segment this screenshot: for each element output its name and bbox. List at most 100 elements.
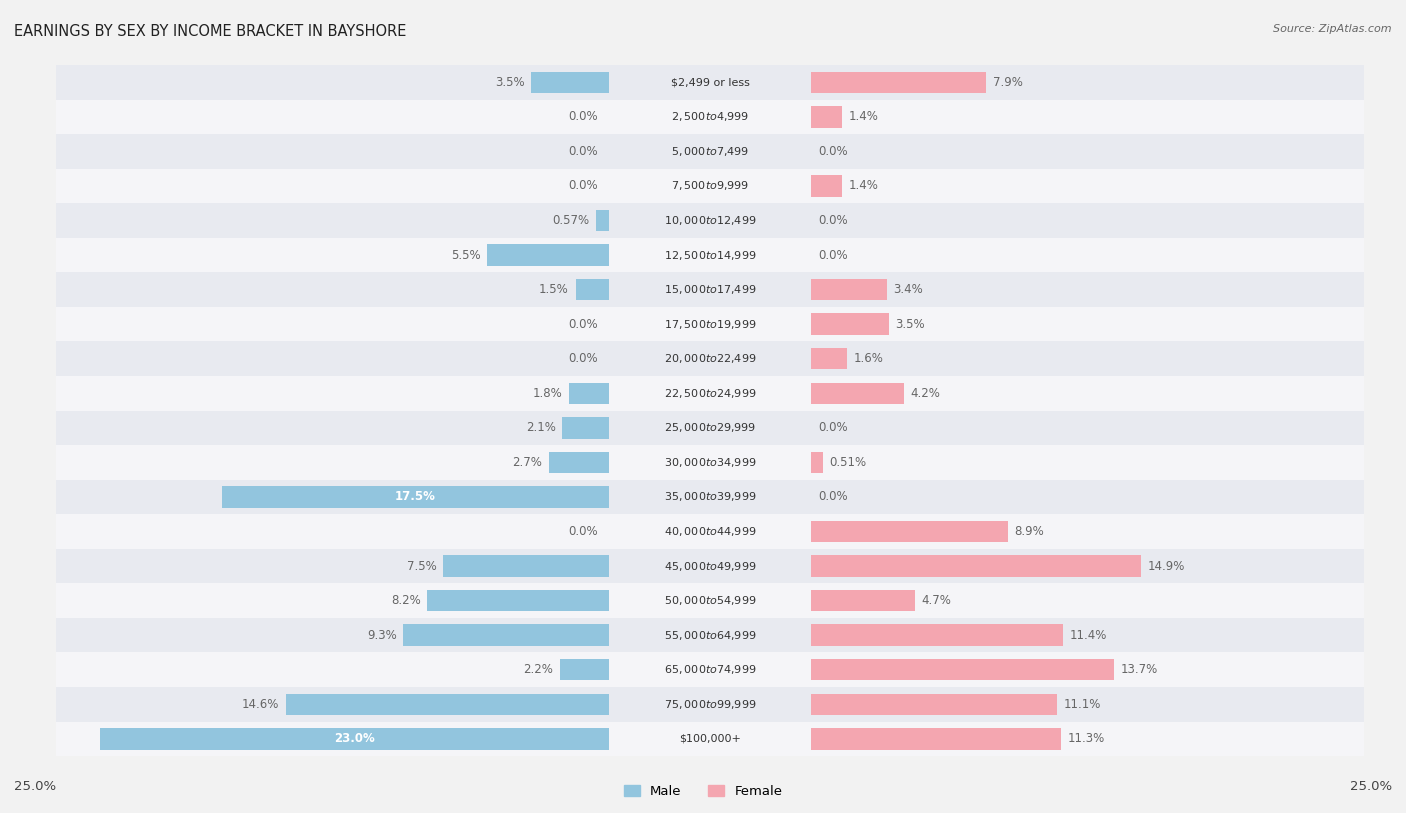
Text: $35,000 to $39,999: $35,000 to $39,999: [664, 490, 756, 503]
Text: 14.9%: 14.9%: [1147, 559, 1185, 572]
Bar: [811, 618, 1364, 652]
Text: 13.7%: 13.7%: [1121, 663, 1159, 676]
Bar: [609, 272, 811, 307]
Text: $20,000 to $22,499: $20,000 to $22,499: [664, 352, 756, 365]
Bar: [609, 168, 811, 203]
Text: 4.2%: 4.2%: [911, 387, 941, 400]
Bar: [811, 176, 842, 197]
Text: $17,500 to $19,999: $17,500 to $19,999: [664, 318, 756, 331]
Bar: [811, 411, 1364, 445]
Bar: [56, 480, 609, 514]
Bar: [222, 486, 609, 507]
Text: 0.0%: 0.0%: [568, 318, 598, 331]
Bar: [811, 168, 1364, 203]
Bar: [56, 341, 609, 376]
Bar: [56, 134, 609, 168]
Bar: [56, 652, 609, 687]
Bar: [609, 134, 811, 168]
Bar: [56, 307, 609, 341]
Text: 0.0%: 0.0%: [818, 490, 848, 503]
Bar: [56, 687, 609, 722]
Bar: [811, 341, 1364, 376]
Bar: [56, 376, 609, 411]
Text: $45,000 to $49,999: $45,000 to $49,999: [664, 559, 756, 572]
Bar: [56, 722, 609, 756]
Text: 0.0%: 0.0%: [568, 180, 598, 193]
Text: 0.0%: 0.0%: [568, 145, 598, 158]
Bar: [56, 203, 609, 237]
Text: $2,500 to $4,999: $2,500 to $4,999: [671, 111, 749, 124]
Bar: [427, 590, 609, 611]
Bar: [811, 652, 1364, 687]
Text: 0.0%: 0.0%: [818, 249, 848, 262]
Bar: [811, 65, 1364, 99]
Text: $100,000+: $100,000+: [679, 734, 741, 744]
Text: 1.8%: 1.8%: [533, 387, 562, 400]
Bar: [811, 99, 1364, 134]
Bar: [609, 618, 811, 652]
Text: 11.1%: 11.1%: [1063, 698, 1101, 711]
Legend: Male, Female: Male, Female: [624, 785, 782, 798]
Bar: [56, 99, 609, 134]
Bar: [609, 514, 811, 549]
Text: $25,000 to $29,999: $25,000 to $29,999: [664, 421, 756, 434]
Bar: [811, 728, 1062, 750]
Text: 1.5%: 1.5%: [538, 283, 569, 296]
Text: 0.0%: 0.0%: [568, 111, 598, 124]
Text: 25.0%: 25.0%: [14, 780, 56, 793]
Bar: [811, 72, 986, 93]
Bar: [811, 452, 823, 473]
Text: 1.6%: 1.6%: [853, 352, 883, 365]
Bar: [609, 445, 811, 480]
Text: 2.7%: 2.7%: [513, 456, 543, 469]
Bar: [548, 452, 609, 473]
Text: $40,000 to $44,999: $40,000 to $44,999: [664, 525, 756, 538]
Bar: [56, 65, 609, 99]
Text: 3.5%: 3.5%: [495, 76, 524, 89]
Text: 5.5%: 5.5%: [451, 249, 481, 262]
Text: 0.0%: 0.0%: [818, 145, 848, 158]
Bar: [811, 624, 1063, 646]
Bar: [56, 514, 609, 549]
Text: 8.2%: 8.2%: [391, 594, 420, 607]
Text: 0.57%: 0.57%: [553, 214, 589, 227]
Bar: [811, 237, 1364, 272]
Bar: [404, 624, 609, 646]
Bar: [609, 376, 811, 411]
Bar: [811, 203, 1364, 237]
Bar: [575, 279, 609, 300]
Bar: [596, 210, 609, 231]
Text: 2.1%: 2.1%: [526, 421, 555, 434]
Bar: [811, 555, 1140, 576]
Bar: [811, 722, 1364, 756]
Text: $12,500 to $14,999: $12,500 to $14,999: [664, 249, 756, 262]
Bar: [811, 134, 1364, 168]
Bar: [609, 652, 811, 687]
Text: 0.0%: 0.0%: [568, 352, 598, 365]
Bar: [811, 693, 1057, 715]
Text: $50,000 to $54,999: $50,000 to $54,999: [664, 594, 756, 607]
Bar: [609, 99, 811, 134]
Bar: [811, 549, 1364, 584]
Text: Source: ZipAtlas.com: Source: ZipAtlas.com: [1274, 24, 1392, 34]
Bar: [56, 272, 609, 307]
Text: 0.0%: 0.0%: [818, 421, 848, 434]
Bar: [811, 445, 1364, 480]
Text: $5,000 to $7,499: $5,000 to $7,499: [671, 145, 749, 158]
Bar: [811, 383, 904, 404]
Bar: [811, 584, 1364, 618]
Bar: [100, 728, 609, 750]
Text: $7,500 to $9,999: $7,500 to $9,999: [671, 180, 749, 193]
Text: 7.9%: 7.9%: [993, 76, 1022, 89]
Bar: [609, 480, 811, 514]
Text: 8.9%: 8.9%: [1015, 525, 1045, 538]
Bar: [609, 203, 811, 237]
Text: $55,000 to $64,999: $55,000 to $64,999: [664, 628, 756, 641]
Text: $30,000 to $34,999: $30,000 to $34,999: [664, 456, 756, 469]
Bar: [56, 411, 609, 445]
Text: 11.3%: 11.3%: [1067, 733, 1105, 746]
Bar: [811, 348, 846, 369]
Text: $65,000 to $74,999: $65,000 to $74,999: [664, 663, 756, 676]
Bar: [609, 687, 811, 722]
Text: $22,500 to $24,999: $22,500 to $24,999: [664, 387, 756, 400]
